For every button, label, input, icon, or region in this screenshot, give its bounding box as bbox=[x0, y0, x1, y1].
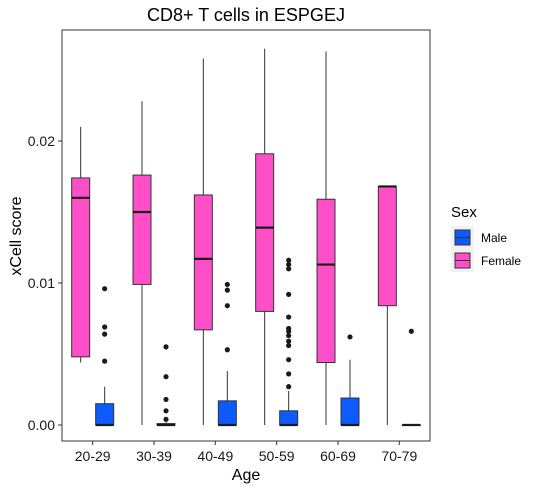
outlier-point bbox=[286, 314, 292, 320]
chart-title: CD8+ T cells in ESPGEJ bbox=[147, 5, 345, 25]
box-iqr bbox=[193, 194, 213, 331]
y-axis: 0.00 0.01 0.02 bbox=[28, 133, 62, 433]
box-male-30-39 bbox=[156, 344, 176, 427]
outlier-point bbox=[163, 374, 169, 380]
box-male-60-69 bbox=[340, 334, 360, 427]
box-iqr bbox=[95, 403, 115, 426]
box-female-40-49 bbox=[193, 58, 213, 425]
x-tick-label: 20-29 bbox=[75, 448, 111, 464]
x-tick-label: 70-79 bbox=[381, 448, 417, 464]
y-tick-label: 0.00 bbox=[28, 417, 55, 433]
box-iqr bbox=[316, 198, 336, 364]
outlier-point bbox=[347, 334, 353, 340]
box-iqr bbox=[279, 410, 299, 426]
outlier-point bbox=[224, 303, 230, 309]
legend-title: Sex bbox=[451, 204, 477, 221]
x-tick-label: 60-69 bbox=[320, 448, 356, 464]
x-axis: 20-29 30-39 40-49 50-59 60-69 70-79 bbox=[75, 441, 417, 464]
legend-label-female: Female bbox=[481, 254, 521, 268]
outlier-point bbox=[286, 338, 292, 344]
box-male-50-59 bbox=[279, 257, 299, 427]
box-series bbox=[71, 48, 421, 427]
box-iqr bbox=[217, 400, 237, 426]
x-tick-label: 40-49 bbox=[197, 448, 233, 464]
legend-label-male: Male bbox=[481, 231, 507, 245]
x-tick-label: 30-39 bbox=[136, 448, 172, 464]
box-female-70-79 bbox=[377, 185, 397, 425]
outlier-point bbox=[102, 358, 108, 364]
outlier-point bbox=[224, 287, 230, 293]
y-axis-title: xCell score bbox=[8, 196, 25, 275]
outlier-point bbox=[163, 396, 169, 403]
outlier-point bbox=[286, 325, 292, 332]
x-tick-label: 50-59 bbox=[259, 448, 295, 464]
box-female-20-29 bbox=[71, 126, 91, 363]
outlier-point bbox=[102, 286, 108, 292]
plot-panel bbox=[61, 29, 431, 442]
outlier-point bbox=[286, 357, 292, 363]
outlier-point bbox=[408, 328, 414, 334]
box-iqr bbox=[71, 177, 91, 358]
outlier-point bbox=[163, 408, 169, 414]
legend: Sex Male Female bbox=[451, 204, 521, 272]
x-axis-title: Age bbox=[232, 467, 261, 484]
outlier-point bbox=[163, 416, 169, 422]
outlier-point bbox=[286, 261, 292, 268]
outlier-point bbox=[286, 332, 292, 339]
outlier-point bbox=[286, 371, 292, 377]
y-tick-label: 0.01 bbox=[28, 275, 55, 291]
box-iqr bbox=[377, 185, 397, 307]
outlier-point bbox=[163, 344, 169, 350]
box-iqr bbox=[255, 153, 275, 312]
outlier-point bbox=[286, 384, 292, 390]
box-female-30-39 bbox=[132, 101, 152, 425]
outlier-point bbox=[102, 331, 108, 337]
outlier-point bbox=[224, 347, 230, 353]
box-female-50-59 bbox=[255, 48, 275, 425]
box-male-20-29 bbox=[95, 286, 115, 427]
box-female-60-69 bbox=[316, 51, 336, 425]
box-male-40-49 bbox=[217, 281, 237, 427]
outlier-point bbox=[224, 281, 230, 288]
outlier-point bbox=[102, 324, 108, 330]
outlier-point bbox=[286, 342, 292, 349]
outlier-point bbox=[286, 257, 292, 263]
y-tick-label: 0.02 bbox=[28, 133, 55, 149]
outlier-point bbox=[286, 266, 292, 272]
box-male-70-79 bbox=[401, 328, 421, 427]
box-iqr bbox=[132, 174, 152, 285]
box-iqr bbox=[340, 397, 360, 426]
outlier-point bbox=[286, 291, 292, 297]
